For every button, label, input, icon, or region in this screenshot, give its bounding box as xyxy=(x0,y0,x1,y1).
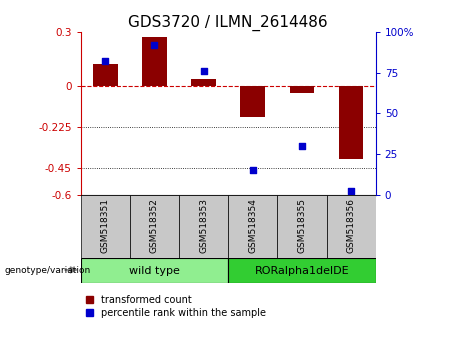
Bar xyxy=(142,37,167,86)
Title: GDS3720 / ILMN_2614486: GDS3720 / ILMN_2614486 xyxy=(128,14,328,30)
Point xyxy=(200,68,207,74)
Text: GSM518353: GSM518353 xyxy=(199,198,208,253)
Bar xyxy=(191,79,216,86)
FancyBboxPatch shape xyxy=(81,195,130,258)
FancyBboxPatch shape xyxy=(278,195,326,258)
FancyBboxPatch shape xyxy=(326,195,376,258)
Bar xyxy=(339,86,363,159)
Point xyxy=(249,167,256,173)
Bar xyxy=(93,64,118,86)
Point xyxy=(151,42,158,48)
FancyBboxPatch shape xyxy=(228,195,278,258)
Text: genotype/variation: genotype/variation xyxy=(5,266,91,275)
Point xyxy=(101,58,109,64)
Point xyxy=(348,189,355,194)
Text: GSM518351: GSM518351 xyxy=(101,198,110,253)
Text: GSM518354: GSM518354 xyxy=(248,198,257,253)
Bar xyxy=(241,86,265,117)
FancyBboxPatch shape xyxy=(81,258,228,283)
Point xyxy=(298,143,306,149)
FancyBboxPatch shape xyxy=(130,195,179,258)
Bar xyxy=(290,86,314,93)
Text: GSM518355: GSM518355 xyxy=(297,198,307,253)
Legend: transformed count, percentile rank within the sample: transformed count, percentile rank withi… xyxy=(86,295,266,318)
FancyBboxPatch shape xyxy=(179,195,228,258)
Text: RORalpha1delDE: RORalpha1delDE xyxy=(254,266,349,276)
Text: GSM518352: GSM518352 xyxy=(150,198,159,253)
Text: wild type: wild type xyxy=(129,266,180,276)
FancyBboxPatch shape xyxy=(228,258,376,283)
Text: GSM518356: GSM518356 xyxy=(347,198,355,253)
